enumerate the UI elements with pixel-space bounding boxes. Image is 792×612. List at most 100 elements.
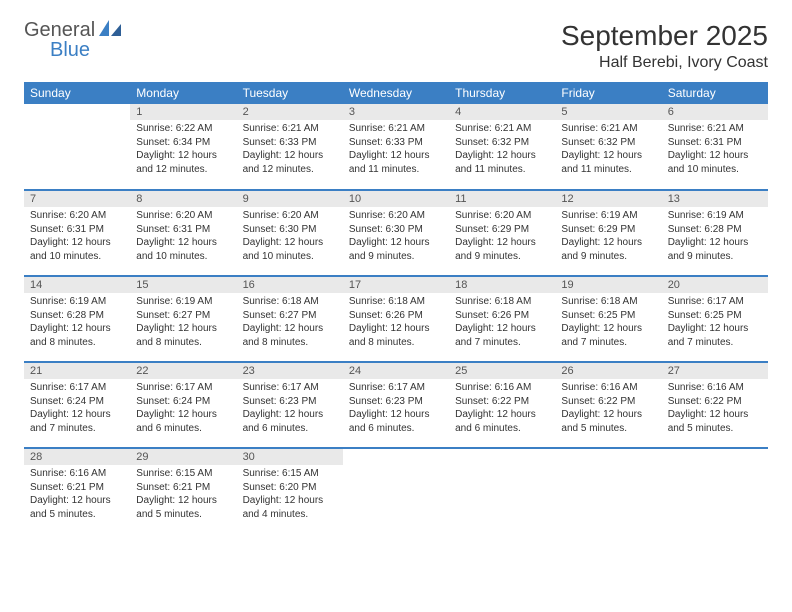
daylight-text: Daylight: 12 hours: [668, 322, 762, 336]
daylight-text: Daylight: 12 hours: [30, 408, 124, 422]
sunset-text: Sunset: 6:34 PM: [136, 136, 230, 150]
title-block: September 2025 Half Berebi, Ivory Coast: [561, 20, 768, 72]
day-content: Sunrise: 6:20 AMSunset: 6:31 PMDaylight:…: [24, 207, 130, 267]
daylight-text: Daylight: 12 hours: [455, 322, 549, 336]
sunset-text: Sunset: 6:21 PM: [136, 481, 230, 495]
sunrise-text: Sunrise: 6:17 AM: [243, 381, 337, 395]
sunset-text: Sunset: 6:26 PM: [349, 309, 443, 323]
sunrise-text: Sunrise: 6:16 AM: [561, 381, 655, 395]
sunrise-text: Sunrise: 6:17 AM: [30, 381, 124, 395]
day-number: 22: [130, 363, 236, 379]
day-number: 12: [555, 191, 661, 207]
sunset-text: Sunset: 6:29 PM: [561, 223, 655, 237]
logo-text-2: Blue: [50, 40, 90, 60]
sunrise-text: Sunrise: 6:16 AM: [455, 381, 549, 395]
sunset-text: Sunset: 6:26 PM: [455, 309, 549, 323]
daylight-text: Daylight: 12 hours: [243, 408, 337, 422]
daylight-text: and 9 minutes.: [349, 250, 443, 264]
day-header: Monday: [130, 82, 236, 104]
calendar-cell: 22Sunrise: 6:17 AMSunset: 6:24 PMDayligh…: [130, 362, 236, 448]
day-header: Sunday: [24, 82, 130, 104]
page: General Blue September 2025 Half Berebi,…: [0, 0, 792, 554]
day-number: 21: [24, 363, 130, 379]
day-content: Sunrise: 6:15 AMSunset: 6:20 PMDaylight:…: [237, 465, 343, 525]
calendar-cell: [343, 448, 449, 534]
day-number: 27: [662, 363, 768, 379]
daylight-text: Daylight: 12 hours: [668, 236, 762, 250]
sunrise-text: Sunrise: 6:21 AM: [243, 122, 337, 136]
daylight-text: Daylight: 12 hours: [136, 408, 230, 422]
daylight-text: and 6 minutes.: [243, 422, 337, 436]
sunset-text: Sunset: 6:22 PM: [455, 395, 549, 409]
day-content: Sunrise: 6:19 AMSunset: 6:27 PMDaylight:…: [130, 293, 236, 353]
calendar-cell: 27Sunrise: 6:16 AMSunset: 6:22 PMDayligh…: [662, 362, 768, 448]
calendar-cell: [555, 448, 661, 534]
day-number: 13: [662, 191, 768, 207]
daylight-text: Daylight: 12 hours: [349, 149, 443, 163]
daylight-text: and 8 minutes.: [30, 336, 124, 350]
calendar-cell: 19Sunrise: 6:18 AMSunset: 6:25 PMDayligh…: [555, 276, 661, 362]
daylight-text: Daylight: 12 hours: [30, 236, 124, 250]
daylight-text: Daylight: 12 hours: [561, 236, 655, 250]
daylight-text: Daylight: 12 hours: [455, 408, 549, 422]
day-content: Sunrise: 6:17 AMSunset: 6:23 PMDaylight:…: [343, 379, 449, 439]
day-content: Sunrise: 6:16 AMSunset: 6:22 PMDaylight:…: [555, 379, 661, 439]
daylight-text: and 11 minutes.: [455, 163, 549, 177]
daylight-text: and 10 minutes.: [30, 250, 124, 264]
sunset-text: Sunset: 6:33 PM: [349, 136, 443, 150]
sunset-text: Sunset: 6:31 PM: [136, 223, 230, 237]
location: Half Berebi, Ivory Coast: [561, 54, 768, 72]
sunset-text: Sunset: 6:24 PM: [136, 395, 230, 409]
calendar-cell: 1Sunrise: 6:22 AMSunset: 6:34 PMDaylight…: [130, 104, 236, 190]
day-number: 16: [237, 277, 343, 293]
day-header: Friday: [555, 82, 661, 104]
day-content: Sunrise: 6:20 AMSunset: 6:30 PMDaylight:…: [343, 207, 449, 267]
day-number: 11: [449, 191, 555, 207]
daylight-text: Daylight: 12 hours: [136, 494, 230, 508]
day-content: Sunrise: 6:16 AMSunset: 6:22 PMDaylight:…: [449, 379, 555, 439]
daylight-text: and 11 minutes.: [561, 163, 655, 177]
sunrise-text: Sunrise: 6:19 AM: [136, 295, 230, 309]
daylight-text: and 4 minutes.: [243, 508, 337, 522]
sunset-text: Sunset: 6:28 PM: [668, 223, 762, 237]
day-header-row: Sunday Monday Tuesday Wednesday Thursday…: [24, 82, 768, 104]
logo: General Blue: [24, 20, 121, 60]
sunrise-text: Sunrise: 6:18 AM: [349, 295, 443, 309]
sunset-text: Sunset: 6:22 PM: [561, 395, 655, 409]
calendar-cell: 6Sunrise: 6:21 AMSunset: 6:31 PMDaylight…: [662, 104, 768, 190]
daylight-text: Daylight: 12 hours: [243, 149, 337, 163]
day-content: Sunrise: 6:18 AMSunset: 6:26 PMDaylight:…: [343, 293, 449, 353]
sunset-text: Sunset: 6:27 PM: [243, 309, 337, 323]
sunrise-text: Sunrise: 6:22 AM: [136, 122, 230, 136]
sunrise-text: Sunrise: 6:20 AM: [243, 209, 337, 223]
calendar-row: 7Sunrise: 6:20 AMSunset: 6:31 PMDaylight…: [24, 190, 768, 276]
sunset-text: Sunset: 6:24 PM: [30, 395, 124, 409]
day-content: Sunrise: 6:21 AMSunset: 6:31 PMDaylight:…: [662, 120, 768, 180]
calendar-cell: 18Sunrise: 6:18 AMSunset: 6:26 PMDayligh…: [449, 276, 555, 362]
day-number: 17: [343, 277, 449, 293]
day-header: Wednesday: [343, 82, 449, 104]
calendar: Sunday Monday Tuesday Wednesday Thursday…: [24, 82, 768, 534]
daylight-text: and 8 minutes.: [243, 336, 337, 350]
sunset-text: Sunset: 6:27 PM: [136, 309, 230, 323]
calendar-cell: 25Sunrise: 6:16 AMSunset: 6:22 PMDayligh…: [449, 362, 555, 448]
calendar-cell: 16Sunrise: 6:18 AMSunset: 6:27 PMDayligh…: [237, 276, 343, 362]
sunrise-text: Sunrise: 6:21 AM: [349, 122, 443, 136]
calendar-cell: 4Sunrise: 6:21 AMSunset: 6:32 PMDaylight…: [449, 104, 555, 190]
sunrise-text: Sunrise: 6:18 AM: [243, 295, 337, 309]
sunrise-text: Sunrise: 6:20 AM: [136, 209, 230, 223]
daylight-text: Daylight: 12 hours: [349, 236, 443, 250]
calendar-cell: 11Sunrise: 6:20 AMSunset: 6:29 PMDayligh…: [449, 190, 555, 276]
day-content: Sunrise: 6:17 AMSunset: 6:24 PMDaylight:…: [24, 379, 130, 439]
daylight-text: and 9 minutes.: [668, 250, 762, 264]
day-content: Sunrise: 6:19 AMSunset: 6:28 PMDaylight:…: [24, 293, 130, 353]
daylight-text: and 7 minutes.: [30, 422, 124, 436]
day-content: Sunrise: 6:16 AMSunset: 6:22 PMDaylight:…: [662, 379, 768, 439]
day-content: Sunrise: 6:17 AMSunset: 6:23 PMDaylight:…: [237, 379, 343, 439]
sunset-text: Sunset: 6:23 PM: [243, 395, 337, 409]
month-title: September 2025: [561, 20, 768, 52]
day-number: 7: [24, 191, 130, 207]
daylight-text: and 12 minutes.: [136, 163, 230, 177]
day-content: Sunrise: 6:15 AMSunset: 6:21 PMDaylight:…: [130, 465, 236, 525]
day-content: Sunrise: 6:20 AMSunset: 6:30 PMDaylight:…: [237, 207, 343, 267]
